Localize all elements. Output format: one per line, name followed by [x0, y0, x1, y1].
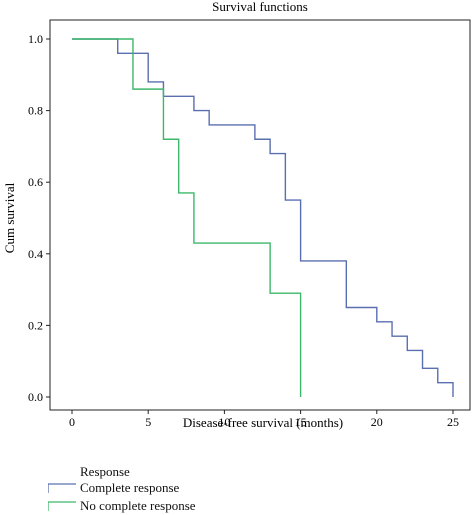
plot-area: 0.0 0.2 0.4 0.6 0.8 1.0 0 5 10 15 20 25: [28, 19, 471, 429]
x-tick-label-0: 0: [69, 415, 75, 429]
x-axis-label: Disease-free survival (months): [183, 415, 343, 430]
legend-swatch-no-complete: [48, 501, 76, 511]
legend-title: Response: [80, 464, 130, 479]
plot-frame: [49, 19, 471, 411]
legend-swatch-complete: [48, 483, 76, 493]
x-tick-label-3: 15: [295, 415, 307, 429]
y-tick-label-4: 0.8: [28, 104, 43, 118]
x-tick-label-4: 20: [371, 415, 383, 429]
y-tick-label-3: 0.6: [28, 175, 43, 189]
x-tick-label-1: 5: [145, 415, 151, 429]
legend-label-no-complete-response: No complete response: [80, 498, 196, 513]
legend-label-complete-response: Complete response: [80, 480, 180, 495]
y-tick-label-2: 0.4: [28, 247, 43, 261]
series-line-0: [72, 38, 454, 397]
legend-item-complete-response: Complete response: [48, 480, 179, 496]
chart-title: Survival functions: [212, 0, 308, 14]
series-line-1: [72, 38, 302, 397]
x-tick-label-5: 25: [447, 415, 459, 429]
y-tick-label-5: 1.0: [28, 32, 43, 46]
legend-item-no-complete-response: No complete response: [48, 498, 196, 514]
y-tick-label-0: 0.0: [28, 390, 43, 404]
x-tick-label-2: 10: [218, 415, 230, 429]
y-axis-label: Cum survival: [2, 182, 17, 253]
y-tick-label-1: 0.2: [28, 318, 43, 332]
